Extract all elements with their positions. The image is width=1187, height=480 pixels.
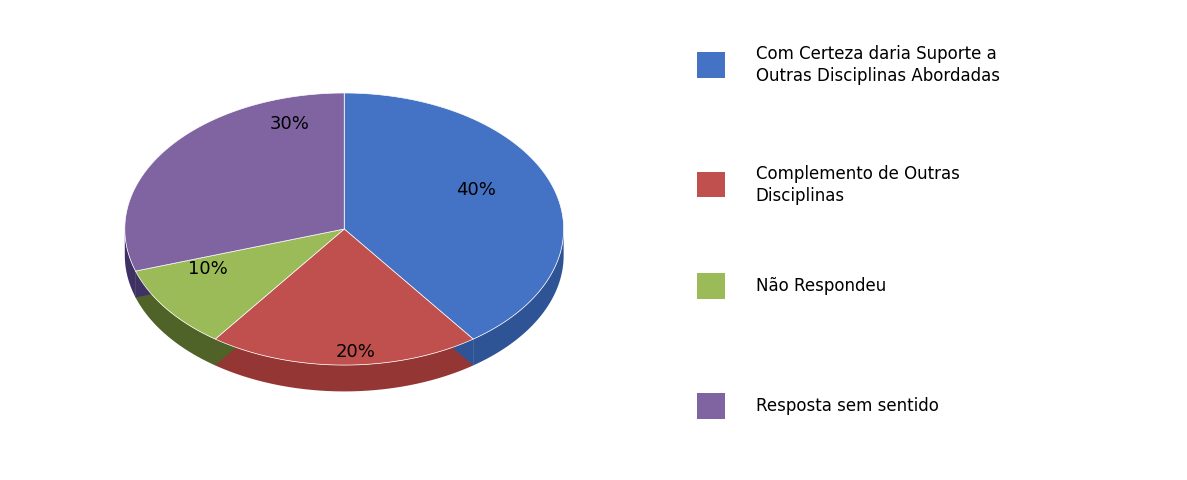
Text: Com Certeza daria Suporte a
Outras Disciplinas Abordadas: Com Certeza daria Suporte a Outras Disci…	[756, 45, 999, 85]
Text: Complemento de Outras
Disciplinas: Complemento de Outras Disciplinas	[756, 165, 959, 205]
Text: 40%: 40%	[456, 180, 496, 199]
Bar	[697, 172, 725, 197]
Text: 30%: 30%	[269, 115, 310, 132]
Text: Resposta sem sentido: Resposta sem sentido	[756, 397, 939, 415]
Bar	[697, 274, 725, 299]
Polygon shape	[344, 93, 564, 339]
Polygon shape	[474, 230, 564, 365]
Polygon shape	[215, 229, 474, 365]
Polygon shape	[125, 229, 135, 298]
Text: 20%: 20%	[335, 343, 375, 361]
Polygon shape	[215, 229, 344, 365]
Polygon shape	[135, 229, 344, 339]
Polygon shape	[215, 229, 344, 365]
Polygon shape	[344, 229, 474, 365]
Polygon shape	[135, 271, 215, 365]
Polygon shape	[344, 229, 474, 365]
Polygon shape	[125, 93, 344, 271]
Bar	[697, 393, 725, 419]
Text: Não Respondeu: Não Respondeu	[756, 277, 886, 295]
Bar	[697, 52, 725, 78]
Polygon shape	[215, 339, 474, 391]
Polygon shape	[135, 229, 344, 298]
Polygon shape	[135, 229, 344, 298]
Text: 10%: 10%	[189, 260, 228, 277]
